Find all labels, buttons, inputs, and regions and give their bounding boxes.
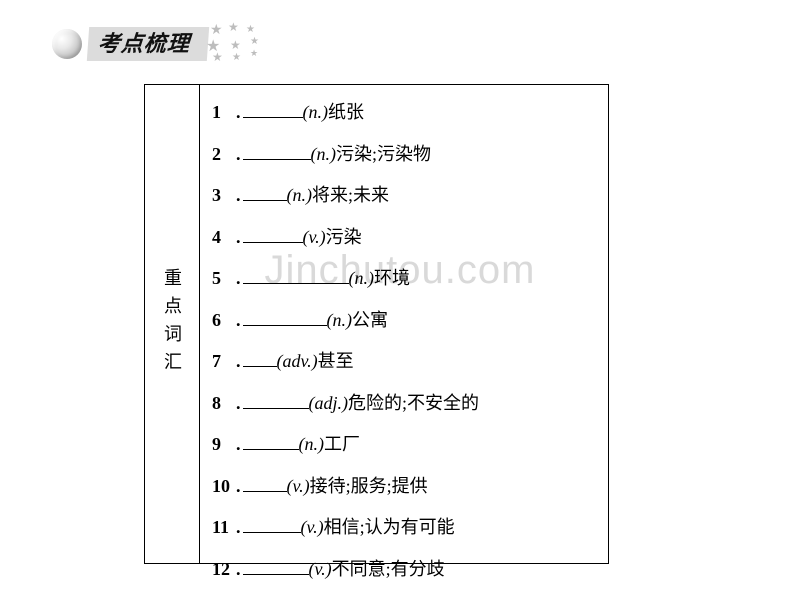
row-dot: . — [236, 518, 241, 536]
vocab-row: 8. (adj.)危险的;不安全的 — [212, 390, 598, 412]
part-of-speech: (n.) — [303, 103, 329, 121]
row-dot: . — [236, 145, 241, 163]
fill-blank — [243, 473, 287, 492]
row-number: 5 — [212, 269, 234, 287]
rows-cell: 1.(n.)纸张2.(n.)污染;污染物3.(n.)将来;未来4.(v.)污染5… — [200, 85, 608, 563]
part-of-speech: (adj.) — [309, 394, 349, 412]
star-icon: ★ — [250, 36, 259, 47]
row-dot: . — [236, 394, 241, 412]
fill-blank — [243, 390, 309, 409]
row-dot: . — [236, 560, 241, 578]
row-dot: . — [236, 269, 241, 287]
part-of-speech: (adv.) — [277, 352, 318, 370]
part-of-speech: (v.) — [309, 560, 332, 578]
row-number: 3 — [212, 186, 234, 204]
fill-blank — [243, 307, 327, 326]
definition: 环境 — [374, 269, 410, 287]
star-icon: ★ — [246, 24, 255, 35]
definition: 相信;认为有可能 — [324, 518, 455, 536]
vocab-row: 7. (adv.)甚至 — [212, 348, 598, 370]
definition: 纸张 — [328, 103, 364, 121]
definition: 污染;污染物 — [336, 145, 431, 163]
definition: 接待;服务;提供 — [310, 477, 428, 495]
row-number: 12 — [212, 560, 234, 578]
part-of-speech: (v.) — [303, 228, 326, 246]
definition: 公寓 — [352, 311, 388, 329]
vocab-row: 1. (n.)纸张 — [212, 99, 598, 121]
row-number: 7 — [212, 352, 234, 370]
vocab-row: 5. (n.)环境 — [212, 265, 598, 287]
fill-blank — [243, 431, 299, 450]
row-dot: . — [236, 477, 241, 495]
star-icon: ★ — [230, 38, 241, 53]
definition: 工厂 — [324, 435, 360, 453]
star-icon: ★ — [250, 48, 258, 59]
vocab-row: 6. (n.)公寓 — [212, 307, 598, 329]
part-of-speech: (n.) — [349, 269, 375, 287]
star-icon: ★ — [228, 20, 239, 35]
row-number: 10 — [212, 477, 234, 495]
fill-blank — [243, 141, 311, 160]
category-label: 重点词汇 — [159, 268, 185, 380]
fill-blank — [243, 514, 301, 533]
part-of-speech: (v.) — [287, 477, 310, 495]
row-number: 1 — [212, 103, 234, 121]
vocab-table: 重点词汇 1.(n.)纸张2.(n.)污染;污染物3.(n.)将来;未来4.(v… — [144, 84, 609, 564]
section-title: 考点梳理 — [87, 27, 209, 61]
part-of-speech: (v.) — [301, 518, 324, 536]
part-of-speech: (n.) — [327, 311, 353, 329]
row-number: 8 — [212, 394, 234, 412]
row-dot: . — [236, 228, 241, 246]
row-dot: . — [236, 352, 241, 370]
definition: 污染 — [326, 228, 362, 246]
definition: 将来;未来 — [312, 186, 389, 204]
row-dot: . — [236, 435, 241, 453]
vocab-row: 2. (n.)污染;污染物 — [212, 141, 598, 163]
fill-blank — [243, 348, 277, 367]
definition: 甚至 — [318, 352, 354, 370]
fill-blank — [243, 99, 303, 118]
star-icon: ★ — [232, 52, 241, 63]
row-number: 6 — [212, 311, 234, 329]
vocab-row: 10. (v.)接待;服务;提供 — [212, 473, 598, 495]
section-header: 考点梳理 ★★★★★★★★★ — [52, 26, 296, 62]
definition: 危险的;不安全的 — [348, 394, 479, 412]
row-number: 2 — [212, 145, 234, 163]
fill-blank — [243, 556, 309, 575]
vocab-row: 12. (v.)不同意;有分歧 — [212, 556, 598, 578]
vocab-row: 11. (v.)相信;认为有可能 — [212, 514, 598, 536]
row-dot: . — [236, 311, 241, 329]
vocab-row: 4. (v.)污染 — [212, 224, 598, 246]
stars-decoration: ★★★★★★★★★ — [206, 26, 296, 62]
category-cell: 重点词汇 — [145, 85, 200, 563]
row-dot: . — [236, 103, 241, 121]
fill-blank — [243, 182, 287, 201]
row-number: 4 — [212, 228, 234, 246]
bullet-icon — [52, 29, 82, 59]
vocab-row: 3. (n.)将来;未来 — [212, 182, 598, 204]
vocab-row: 9. (n.)工厂 — [212, 431, 598, 453]
star-icon: ★ — [212, 50, 223, 65]
part-of-speech: (n.) — [311, 145, 337, 163]
row-dot: . — [236, 186, 241, 204]
part-of-speech: (n.) — [299, 435, 325, 453]
fill-blank — [243, 224, 303, 243]
row-number: 9 — [212, 435, 234, 453]
fill-blank — [243, 265, 349, 284]
definition: 不同意;有分歧 — [332, 560, 445, 578]
part-of-speech: (n.) — [287, 186, 313, 204]
row-number: 11 — [212, 518, 234, 536]
